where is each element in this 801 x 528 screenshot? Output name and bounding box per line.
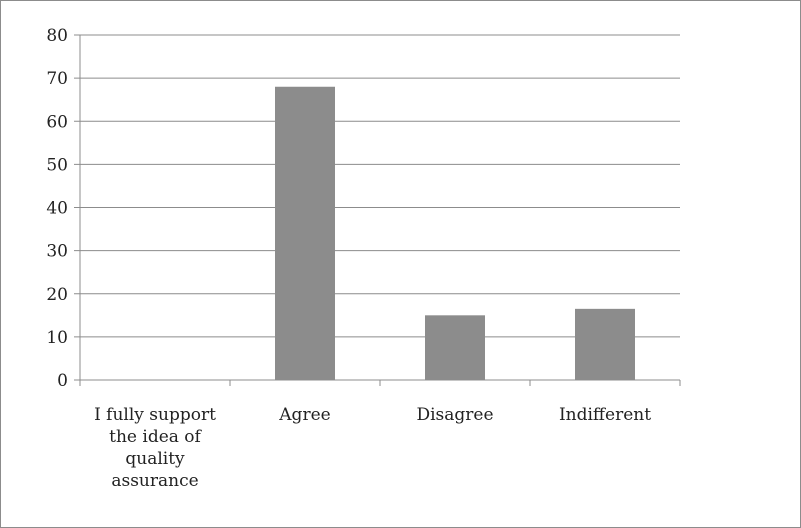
- y-tick-label: 50: [46, 155, 68, 175]
- y-tick-label: 70: [46, 69, 68, 89]
- x-tick-label: Agree: [278, 405, 330, 425]
- bars: [275, 86, 635, 380]
- y-tick-label: 20: [46, 285, 68, 305]
- y-tick-label: 80: [46, 26, 68, 46]
- y-tick-label: 10: [46, 328, 68, 348]
- x-tick-labels: I fully support the idea of quality assuran…: [94, 405, 651, 491]
- y-tick-label: 40: [46, 199, 68, 219]
- gridlines: [80, 34, 680, 338]
- y-tick-label: 30: [46, 242, 68, 262]
- y-tick-label: 60: [46, 112, 68, 132]
- bar: [425, 315, 485, 380]
- bar: [275, 86, 335, 380]
- x-tick-label: Indifferent: [559, 405, 651, 425]
- x-tick-label: I fully support the idea of quality assuran…: [94, 405, 216, 491]
- x-tick-label: Disagree: [416, 405, 493, 425]
- y-tick-labels: 0 10 20 30 40 50 60 70 80: [46, 26, 68, 391]
- axes: [74, 34, 681, 386]
- bar: [575, 308, 635, 380]
- y-tick-label: 0: [57, 371, 68, 391]
